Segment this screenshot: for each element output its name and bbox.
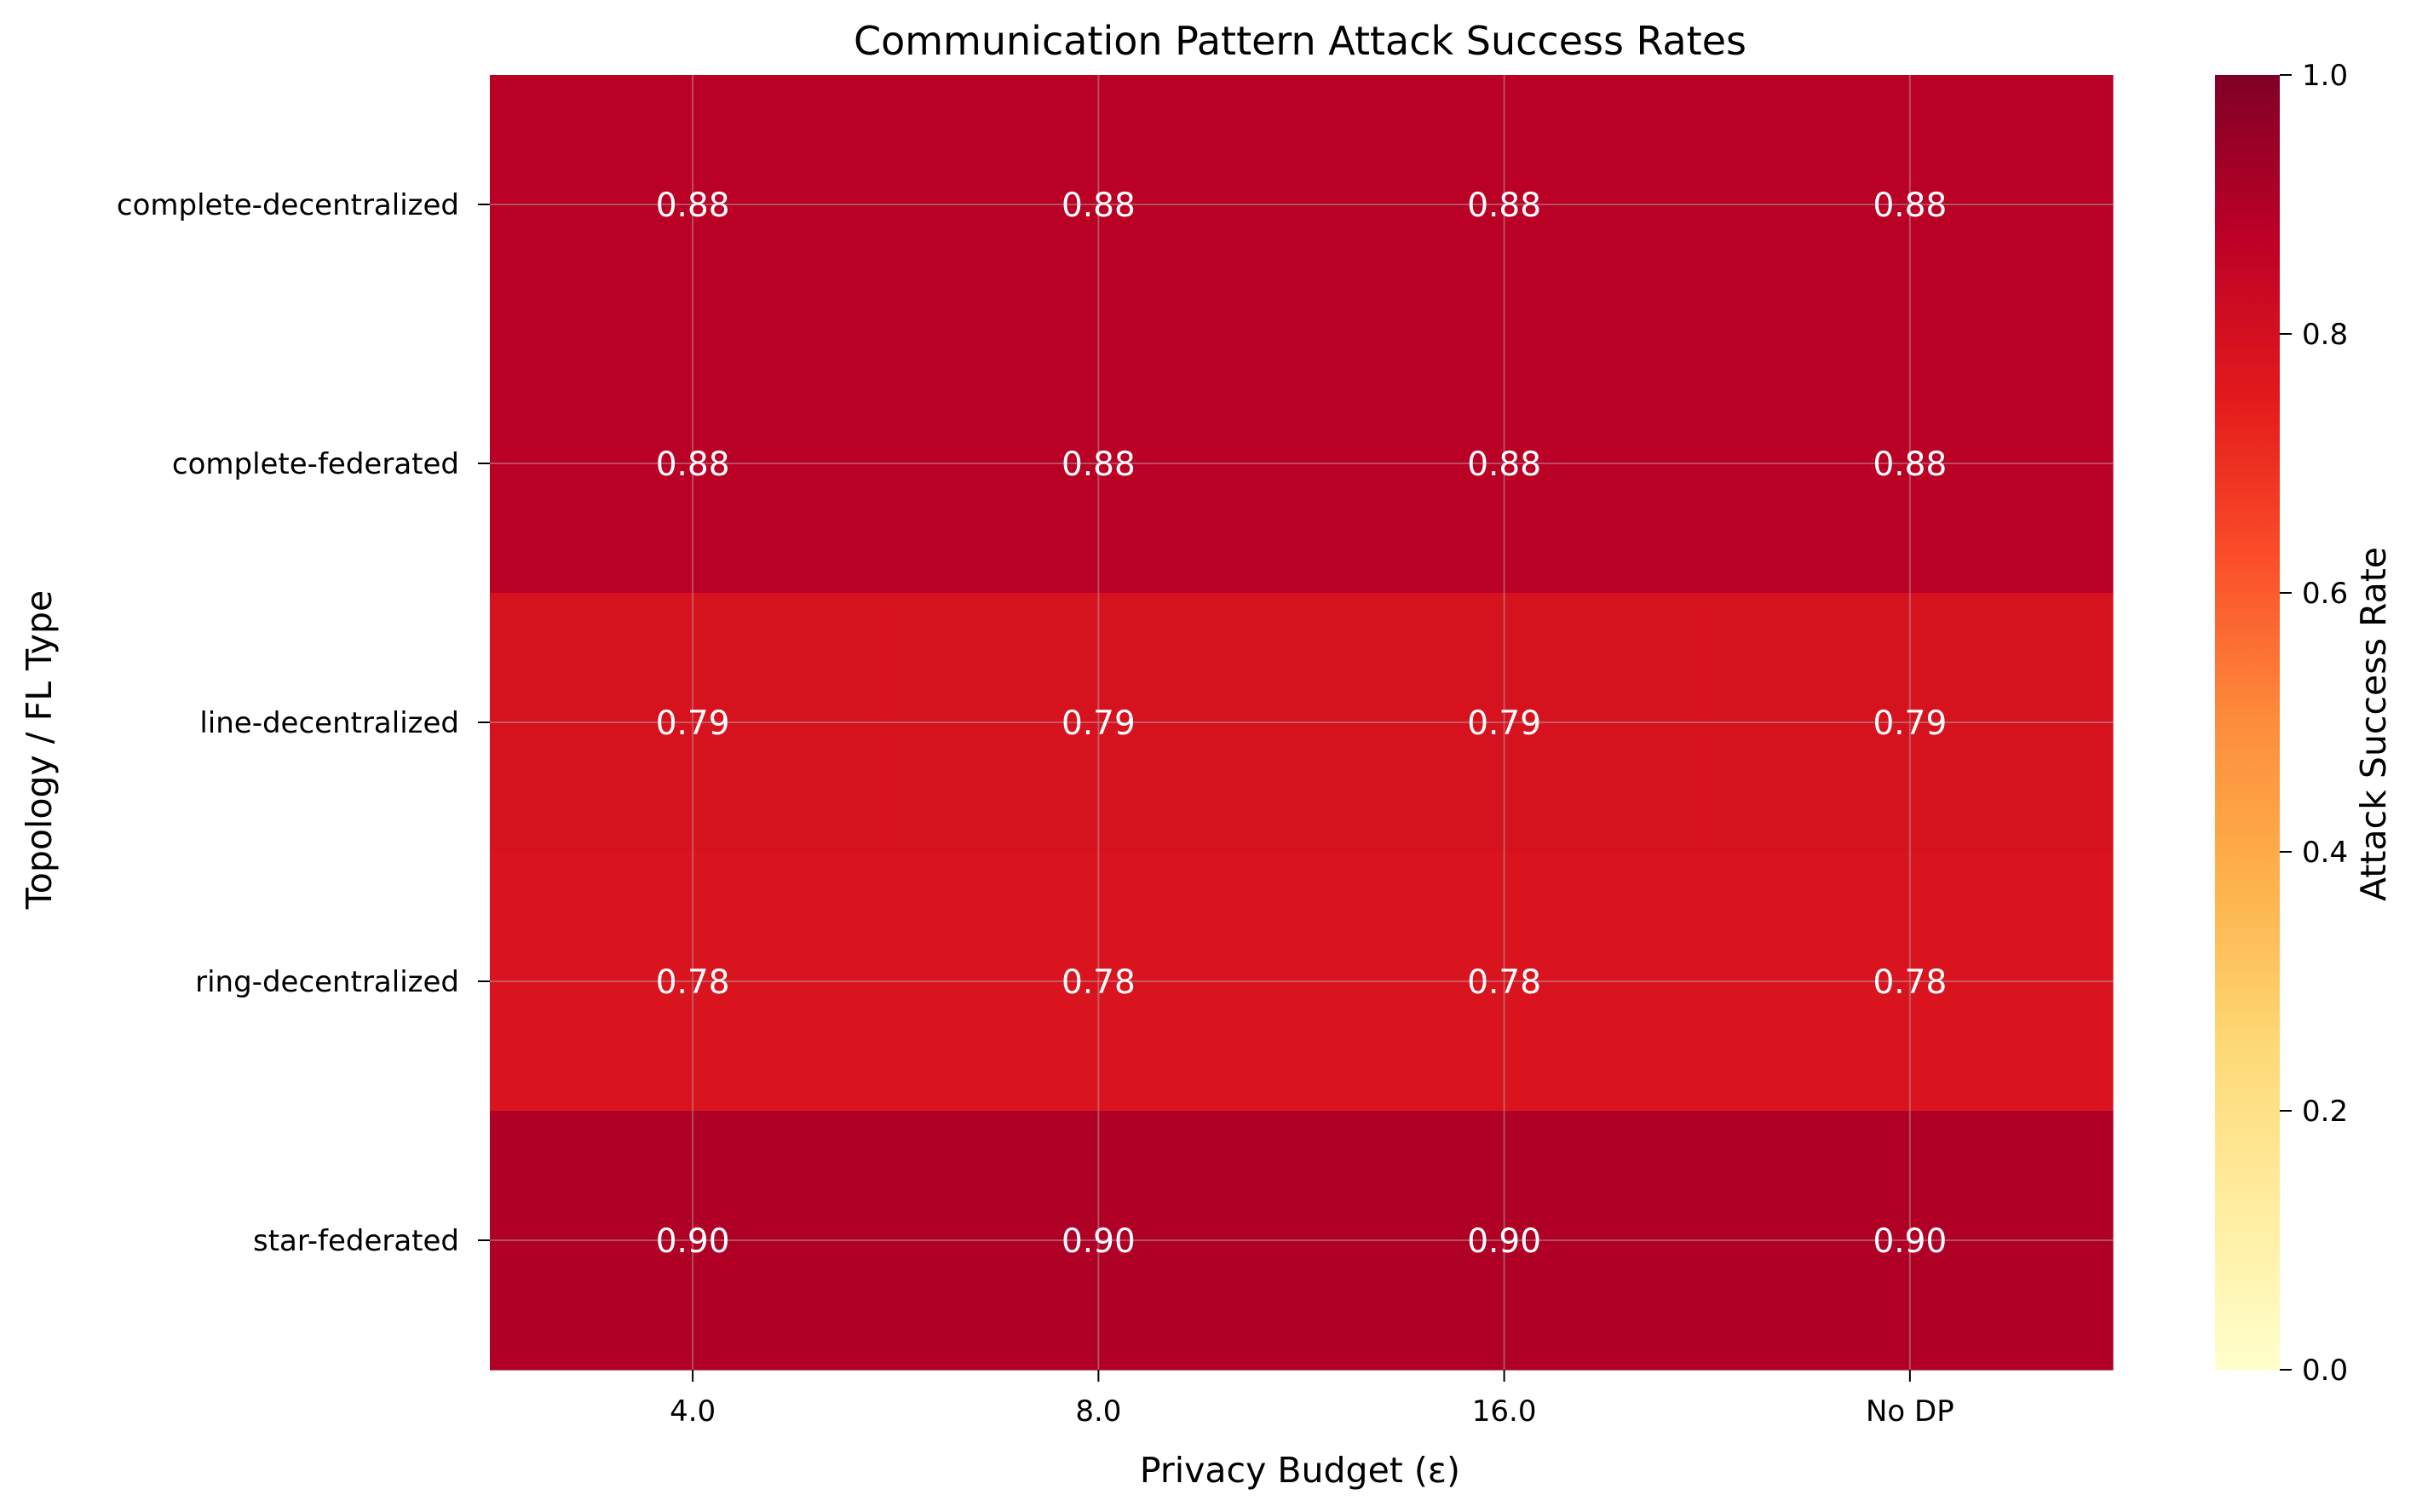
y-axis-title: Topology / FL Type (19, 590, 60, 911)
cell-value-label: 0.79 (1062, 704, 1136, 743)
cell-value-label: 0.78 (1873, 963, 1947, 1002)
cell-value-label: 0.88 (1873, 446, 1947, 484)
heatmap-cell (1301, 593, 1708, 853)
cell-value-label: 0.79 (1873, 704, 1947, 743)
heatmap-cell (1706, 852, 2114, 1112)
heatmap-cell (490, 593, 896, 853)
y-tick-label: ring-decentralized (195, 965, 459, 999)
heatmap-cell (895, 1111, 1303, 1371)
cell-value-label: 0.88 (656, 187, 730, 225)
y-tick-label: complete-decentralized (117, 188, 459, 222)
heatmap-cell (1706, 593, 2114, 853)
heatmap-cell (1706, 1111, 2114, 1371)
heatmap-cells (490, 75, 2114, 1371)
y-tick-label: star-federated (253, 1224, 459, 1258)
chart-title: Communication Pattern Attack Success Rat… (854, 18, 1746, 64)
cell-value-label: 0.88 (1062, 446, 1136, 484)
cell-value-label: 0.90 (1873, 1222, 1947, 1261)
heatmap-cell (1706, 334, 2114, 594)
colorbar-tick-label: 0.4 (2302, 836, 2348, 870)
grid-lines (490, 75, 2113, 1370)
heatmap-cell (1301, 75, 1708, 335)
colorbar-title: Attack Success Rate (2353, 547, 2394, 901)
colorbar-tick-label: 0.6 (2302, 577, 2348, 611)
x-tick-label: 8.0 (1075, 1394, 1121, 1429)
colorbar: 0.0 0.2 0.4 0.6 0.8 1.0 (2215, 59, 2348, 1388)
x-tick-label: No DP (1866, 1394, 1954, 1429)
heatmap-cell (490, 75, 896, 335)
heatmap-cell (1301, 334, 1708, 594)
cell-labels: 0.88 0.88 0.88 0.88 0.88 0.88 0.88 0.88 0.79 0.79… (656, 187, 1948, 1261)
cell-value-label: 0.88 (1062, 187, 1136, 225)
cell-value-label: 0.90 (1062, 1222, 1136, 1261)
heatmap-cell (895, 593, 1303, 853)
heatmap-cell (490, 334, 896, 594)
x-tick-label: 4.0 (670, 1394, 716, 1429)
colorbar-tick-label: 0.0 (2302, 1354, 2348, 1388)
heatmap-cell (490, 1111, 896, 1371)
cell-value-label: 0.88 (1873, 187, 1947, 225)
cell-value-label: 0.90 (656, 1222, 730, 1261)
cell-value-label: 0.88 (1467, 446, 1541, 484)
colorbar-tick-label: 0.8 (2302, 318, 2348, 352)
heatmap-cell (895, 334, 1303, 594)
colorbar-gradient (2215, 75, 2280, 1370)
cell-value-label: 0.90 (1467, 1222, 1541, 1261)
heatmap-cell (895, 852, 1303, 1112)
y-tick-label: complete-federated (172, 447, 459, 481)
cell-value-label: 0.88 (1467, 187, 1541, 225)
y-tick-label: line-decentralized (199, 706, 459, 740)
colorbar-tick-label: 0.2 (2302, 1095, 2348, 1129)
y-axis-ticks: complete-decentralized complete-federated… (117, 188, 490, 1258)
cell-value-label: 0.78 (1467, 963, 1541, 1002)
heatmap-cell (1301, 1111, 1708, 1371)
x-axis-ticks: 4.0 8.0 16.0 No DP (670, 1370, 1954, 1429)
cell-value-label: 0.79 (656, 704, 730, 743)
heatmap-cell (895, 75, 1303, 335)
cell-value-label: 0.88 (656, 446, 730, 484)
cell-value-label: 0.78 (1062, 963, 1136, 1002)
heatmap-cell (1706, 75, 2114, 335)
heatmap-cell (490, 852, 896, 1112)
cell-value-label: 0.78 (656, 963, 730, 1002)
colorbar-tick-label: 1.0 (2302, 59, 2348, 93)
x-axis-title: Privacy Budget (ε) (1140, 1450, 1460, 1491)
heatmap-cell (1301, 852, 1708, 1112)
cell-value-label: 0.79 (1467, 704, 1541, 743)
x-tick-label: 16.0 (1472, 1394, 1537, 1429)
